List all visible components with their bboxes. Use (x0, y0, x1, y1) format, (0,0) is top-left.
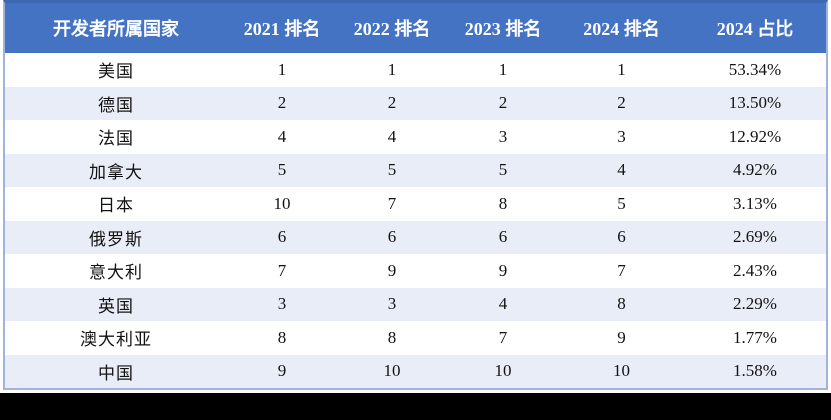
header-cell-share-2024: 2024 占比 (716, 19, 794, 39)
cell-share-2024: 12.92% (728, 126, 782, 146)
cell-rank-2023: 5 (498, 160, 508, 180)
cell-rank-2022: 8 (387, 327, 397, 347)
cell-share-2024: 3.13% (733, 193, 777, 213)
cell-rank-2024: 7 (617, 260, 626, 280)
table-row: 澳大利亚 8 8 7 9 1.77% (5, 321, 826, 355)
header-cell-country: 开发者所属国家 (53, 19, 179, 39)
cell-share-2024: 1.58% (733, 361, 777, 381)
cell-rank-2023: 4 (498, 294, 508, 314)
cell-country: 日本 (98, 196, 134, 216)
table-row: 中国 9 10 10 10 1.58% (5, 354, 826, 388)
table-row: 俄罗斯 6 6 6 6 2.69% (5, 220, 826, 254)
cell-rank-2023: 3 (498, 126, 508, 146)
cell-rank-2024: 9 (617, 327, 626, 347)
header-cell-rank-2022: 2022 排名 (353, 19, 431, 39)
cell-rank-2022: 3 (387, 294, 397, 314)
table-row: 美国 1 1 1 1 53.34% (5, 53, 826, 87)
cell-rank-2021: 9 (277, 361, 287, 381)
cell-rank-2023: 6 (498, 227, 508, 247)
cell-rank-2022: 6 (387, 227, 397, 247)
cell-rank-2022: 10 (383, 361, 401, 381)
table-row: 加拿大 5 5 5 4 4.92% (5, 153, 826, 187)
cell-rank-2023: 2 (498, 93, 508, 113)
cell-share-2024: 53.34% (728, 59, 782, 79)
cell-rank-2024: 10 (613, 361, 630, 381)
cell-share-2024: 1.77% (733, 327, 777, 347)
letterbox-bar (0, 393, 831, 420)
table-row: 英国 3 3 4 8 2.29% (5, 287, 826, 321)
cell-rank-2021: 6 (277, 227, 287, 247)
table-row: 日本 10 7 8 5 3.13% (5, 187, 826, 221)
cell-rank-2021: 2 (277, 93, 287, 113)
cell-rank-2021: 7 (277, 260, 287, 280)
cell-rank-2024: 1 (617, 59, 626, 79)
cell-country: 法国 (98, 129, 134, 149)
cell-rank-2021: 10 (273, 193, 291, 213)
cell-rank-2021: 5 (277, 160, 287, 180)
cell-rank-2021: 1 (277, 59, 287, 79)
cell-country: 中国 (98, 363, 134, 383)
table-row: 意大利 7 9 9 7 2.43% (5, 254, 826, 288)
cell-rank-2024: 8 (617, 294, 626, 314)
cell-rank-2022: 7 (387, 193, 397, 213)
table-row: 德国 2 2 2 2 13.50% (5, 86, 826, 120)
cell-share-2024: 2.69% (733, 227, 777, 247)
cell-country: 俄罗斯 (89, 229, 143, 249)
cell-rank-2024: 3 (617, 126, 626, 146)
table-body: 美国 1 1 1 1 53.34% 德国 2 2 2 2 13.50% 法国 4 4 3 3 12.92% 加拿大 5… (5, 53, 826, 388)
country-ranking-table: 开发者所属国家 2021 排名 2022 排名 2023 排名 2024 排名 … (3, 0, 828, 390)
cell-rank-2024: 4 (617, 160, 626, 180)
cell-country: 美国 (98, 62, 134, 82)
cell-rank-2022: 5 (387, 160, 397, 180)
cell-country: 意大利 (89, 263, 143, 283)
cell-rank-2024: 5 (617, 193, 626, 213)
table-row: 法国 4 4 3 3 12.92% (5, 120, 826, 154)
header-cell-rank-2023: 2023 排名 (464, 19, 542, 39)
table-header-row: 开发者所属国家 2021 排名 2022 排名 2023 排名 2024 排名 … (5, 3, 826, 53)
cell-rank-2023: 10 (494, 361, 512, 381)
cell-share-2024: 2.29% (733, 294, 777, 314)
cell-rank-2023: 9 (498, 260, 508, 280)
cell-rank-2023: 8 (498, 193, 508, 213)
cell-rank-2021: 4 (277, 126, 287, 146)
cell-rank-2022: 2 (387, 93, 397, 113)
cell-share-2024: 4.92% (733, 160, 777, 180)
header-cell-rank-2021: 2021 排名 (243, 19, 321, 39)
header-cell-rank-2024: 2024 排名 (583, 19, 660, 39)
cell-rank-2023: 7 (498, 327, 508, 347)
cell-country: 英国 (98, 296, 134, 316)
cell-rank-2021: 3 (277, 294, 287, 314)
cell-rank-2022: 1 (387, 59, 397, 79)
cell-rank-2022: 4 (387, 126, 397, 146)
cell-share-2024: 2.43% (733, 260, 777, 280)
cell-share-2024: 13.50% (728, 93, 782, 113)
cell-rank-2024: 2 (617, 93, 626, 113)
cell-country: 加拿大 (89, 162, 143, 182)
cell-rank-2023: 1 (498, 59, 508, 79)
cell-rank-2021: 8 (277, 327, 287, 347)
cell-country: 澳大利亚 (80, 330, 152, 350)
cell-country: 德国 (98, 95, 134, 115)
cell-rank-2022: 9 (387, 260, 397, 280)
cell-rank-2024: 6 (617, 227, 626, 247)
